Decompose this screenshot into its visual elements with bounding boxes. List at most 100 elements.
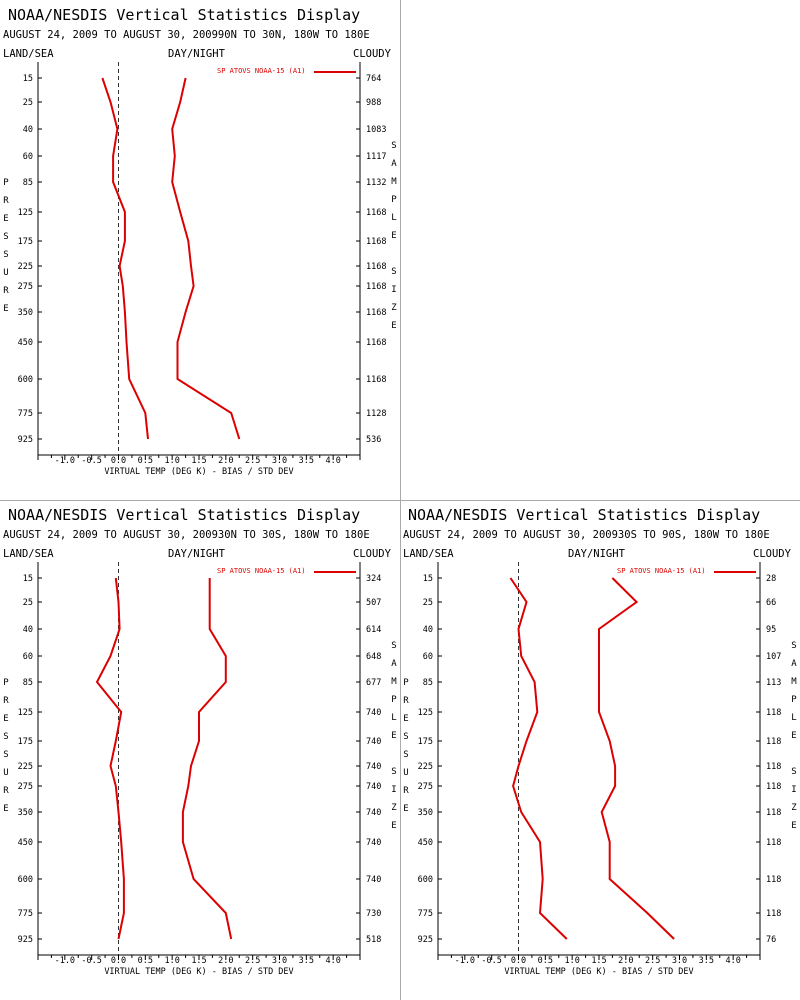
sample-size-label: 988	[366, 98, 381, 108]
land-sea-label: LAND/SEA	[3, 548, 54, 560]
sample-size-letter: S	[791, 641, 796, 651]
sample-size-label: 118	[766, 909, 781, 919]
y-axis-letter: U	[403, 768, 408, 778]
bias-line	[95, 577, 125, 940]
sample-size-label: 740	[366, 808, 381, 818]
pressure-label: 125	[418, 708, 433, 718]
pressure-label: 450	[418, 838, 433, 848]
land-sea-label: LAND/SEA	[403, 548, 454, 560]
sample-size-label: 1132	[366, 178, 386, 188]
sample-size-label: 648	[366, 652, 381, 662]
pressure-label: 225	[418, 762, 433, 772]
legend-label: SP ATOVS NOAA-15 (A1)	[217, 67, 306, 75]
sample-size-label: 1117	[366, 152, 386, 162]
sample-size-label: 113	[766, 678, 781, 688]
y-axis-letter: R	[3, 286, 9, 296]
sample-size-letter: A	[391, 659, 397, 669]
chart-svg: NOAA/NESDIS Vertical Statistics Display A…	[3, 6, 397, 477]
sample-size-letter: S	[391, 641, 396, 651]
sample-size-letter: Z	[391, 803, 397, 813]
bias-line	[509, 577, 568, 940]
sample-size-letter: L	[391, 713, 396, 723]
legend-label: SP ATOVS NOAA-15 (A1)	[217, 567, 306, 575]
pressure-label: 60	[23, 652, 33, 662]
pressure-label: 85	[423, 678, 433, 688]
pressure-label: 175	[18, 737, 33, 747]
sample-size-letter: I	[391, 785, 396, 795]
x-tick-label: 0.5	[138, 956, 153, 966]
x-axis-label: VIRTUAL TEMP (DEG K) - BIAS / STD DEV	[504, 967, 693, 977]
y-axis-letter: E	[3, 714, 8, 724]
sample-size-letter: E	[391, 821, 396, 831]
y-axis-letter: E	[403, 804, 408, 814]
x-tick-label: 1.5	[591, 956, 606, 966]
sample-size-label: 1168	[366, 208, 386, 218]
y-axis-letter: S	[3, 250, 8, 260]
sample-size-label: 677	[366, 678, 381, 688]
sample-size-letter: I	[391, 285, 396, 295]
x-tick-label: 2.0	[218, 456, 233, 466]
sample-size-label: 536	[366, 435, 381, 445]
y-axis-letter: P	[403, 678, 409, 688]
y-axis-letter: R	[3, 196, 9, 206]
sample-size-label: 730	[366, 909, 381, 919]
sample-size-label: 740	[366, 708, 381, 718]
pressure-label: 25	[23, 98, 33, 108]
pressure-label: 350	[418, 808, 433, 818]
cloudy-label: CLOUDY	[753, 548, 792, 560]
pressure-label: 350	[18, 308, 33, 318]
sample-size-label: 118	[766, 808, 781, 818]
sample-size-label: 76	[766, 935, 776, 945]
pressure-label: 175	[418, 737, 433, 747]
sample-size-letter: E	[391, 321, 396, 331]
pressure-label: 925	[418, 935, 433, 945]
pressure-label: 40	[23, 625, 33, 635]
sample-size-letter: M	[791, 677, 797, 687]
x-tick-label: 3.0	[672, 956, 687, 966]
pressure-label: 275	[18, 782, 33, 792]
sample-size-label: 118	[766, 838, 781, 848]
pressure-label: 25	[423, 598, 433, 608]
sample-size-label: 28	[766, 574, 776, 584]
y-axis-letter: S	[403, 750, 408, 760]
chart-subtitle: AUGUST 24, 2009 TO AUGUST 30, 200990N TO…	[3, 29, 370, 41]
sample-size-letter: S	[391, 267, 396, 277]
sample-size-letter: S	[791, 767, 796, 777]
sample-size-label: 66	[766, 598, 776, 608]
day-night-label: DAY/NIGHT	[168, 48, 226, 60]
x-tick-label: 1.0	[164, 456, 179, 466]
sample-size-label: 95	[766, 625, 776, 635]
pressure-label: 450	[18, 338, 33, 348]
x-tick-label: -0.5	[81, 956, 101, 966]
sample-size-label: 740	[366, 875, 381, 885]
chart-svg: NOAA/NESDIS Vertical Statistics Display A…	[403, 506, 797, 977]
x-tick-label: 3.5	[299, 456, 314, 466]
pressure-label: 85	[23, 678, 33, 688]
panel-30n-to-90n: NOAA/NESDIS Vertical Statistics Display A…	[0, 0, 400, 500]
panel-south: NOAA/NESDIS Vertical Statistics Display A…	[400, 500, 800, 1000]
x-tick-label: 0.0	[511, 956, 526, 966]
legend-label: SP ATOVS NOAA-15 (A1)	[617, 567, 706, 575]
chart-svg: NOAA/NESDIS Vertical Statistics Display A…	[3, 506, 397, 977]
chart-title: NOAA/NESDIS Vertical Statistics Display	[8, 6, 360, 24]
pressure-label: 350	[18, 808, 33, 818]
y-axis-letter: P	[3, 678, 9, 688]
pressure-label: 600	[18, 375, 33, 385]
sample-size-label: 1168	[366, 282, 386, 292]
x-tick-label: 2.5	[245, 456, 260, 466]
x-tick-label: 4.0	[325, 956, 340, 966]
horizontal-separator	[0, 500, 800, 501]
x-tick-label: 3.5	[699, 956, 714, 966]
chart-subtitle: AUGUST 24, 2009 TO AUGUST 30, 200930S TO…	[403, 529, 770, 541]
y-axis-letter: U	[3, 768, 8, 778]
x-tick-label: 3.0	[272, 956, 287, 966]
sample-size-label: 1083	[366, 125, 386, 135]
y-axis-letter: S	[3, 232, 8, 242]
x-tick-label: -0.5	[481, 956, 501, 966]
sample-size-label: 118	[766, 875, 781, 885]
day-night-label: DAY/NIGHT	[168, 548, 226, 560]
x-tick-label: 2.0	[218, 956, 233, 966]
sample-size-label: 107	[766, 652, 781, 662]
sample-size-label: 118	[766, 782, 781, 792]
pressure-label: 40	[423, 625, 433, 635]
